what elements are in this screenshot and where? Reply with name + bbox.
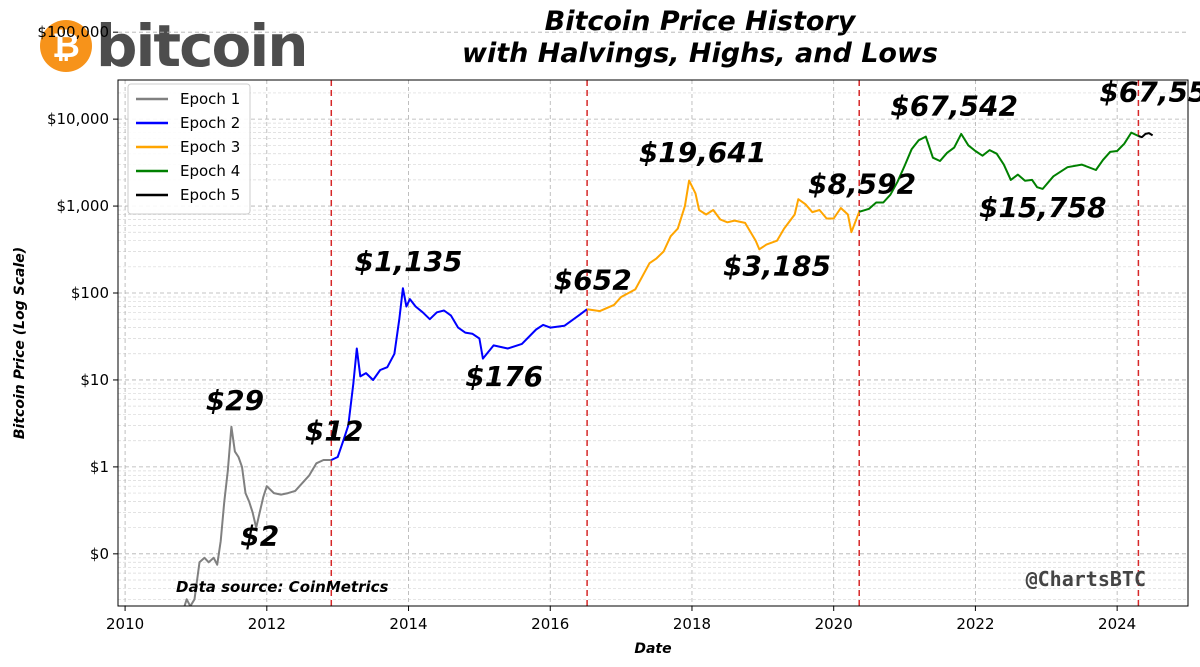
price-annotation: $29: [206, 384, 264, 417]
y-tick-label: $10: [80, 371, 109, 389]
x-axis-label: Date: [634, 641, 671, 657]
series-line-epoch-5: [1138, 132, 1154, 139]
price-annotation: $1,135: [354, 245, 462, 278]
legend-label: Epoch 1: [180, 90, 240, 108]
y-tick-label: $10,000: [47, 110, 109, 128]
legend-label: Epoch 3: [180, 138, 240, 156]
x-tick-label: 2014: [389, 615, 427, 633]
y-tick-label: $0: [90, 545, 109, 563]
price-annotation: $176: [465, 360, 543, 393]
legend-label: Epoch 5: [180, 186, 240, 204]
price-annotation: $8,592: [808, 167, 916, 200]
x-tick-label: 2018: [673, 615, 711, 633]
price-annotation: $67,550: [1099, 75, 1200, 108]
bitcoin-wordmark: bitcoin: [96, 12, 309, 80]
y-axis-label: Bitcoin Price (Log Scale): [12, 247, 28, 439]
series-line-epoch-4: [858, 131, 1139, 213]
price-annotation: $15,758: [979, 191, 1107, 224]
y-tick-label: $1,000: [57, 197, 110, 215]
chart-subtitle: with Halvings, Highs, and Lows: [462, 38, 938, 69]
x-tick-label: 2024: [1098, 615, 1136, 633]
series-line-epoch-2: [330, 287, 588, 461]
legend-box: [127, 83, 251, 215]
bitcoin-coin-icon: ₿: [40, 20, 92, 72]
x-tick-label: 2016: [531, 615, 569, 633]
y-tick-label: $100,000: [37, 23, 109, 41]
price-annotation: $2: [240, 519, 279, 552]
data-source-note: Data source: CoinMetrics: [176, 578, 389, 596]
y-tick-label: $1: [90, 458, 109, 476]
series-line-epoch-3: [586, 179, 861, 313]
watermark-handle: @ChartsBTC: [1026, 567, 1146, 591]
x-tick-label: 2022: [956, 615, 994, 633]
bitcoin-logo: ₿ bitcoin: [40, 12, 309, 80]
price-annotation: $652: [554, 263, 632, 296]
legend-label: Epoch 2: [180, 114, 240, 132]
price-annotation: $67,542: [890, 90, 1018, 123]
y-tick-label: $100: [71, 284, 109, 302]
plot-frame: [117, 79, 1189, 607]
series-line-epoch-1: [183, 425, 332, 606]
price-annotation: $3,185: [723, 249, 831, 282]
legend-label: Epoch 4: [180, 162, 240, 180]
x-tick-label: 2020: [815, 615, 853, 633]
x-tick-label: 2012: [248, 615, 286, 633]
x-tick-label: 2010: [106, 615, 144, 633]
price-annotation: $12: [305, 415, 363, 448]
price-annotation: $19,641: [639, 136, 767, 169]
